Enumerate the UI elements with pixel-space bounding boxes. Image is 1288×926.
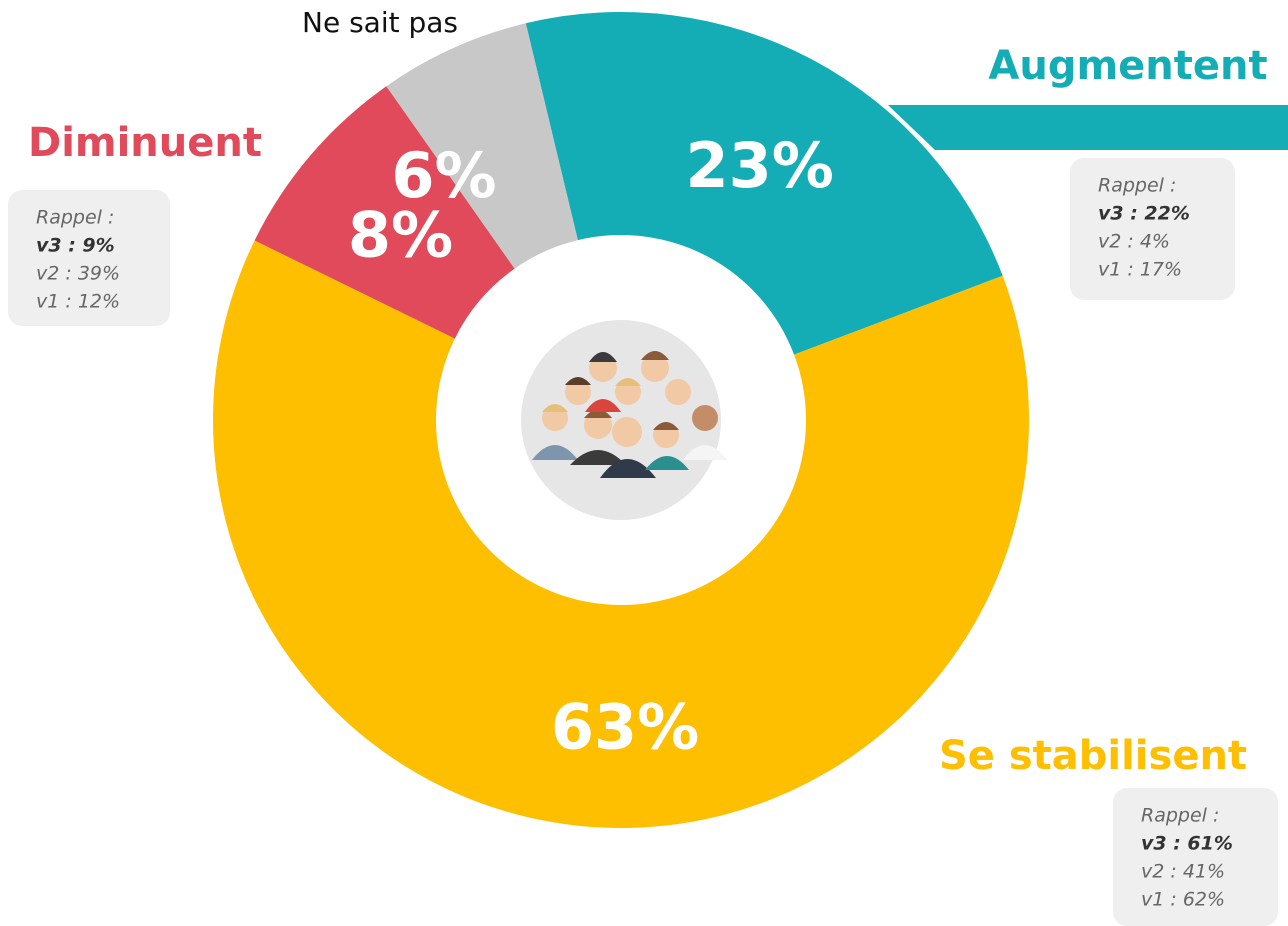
recall-line: v1 : 17% — [1098, 259, 1182, 281]
recall-line: v1 : 12% — [36, 291, 120, 313]
category-label: Ne sait pas — [302, 6, 458, 39]
recall-background — [1113, 788, 1278, 926]
labels: 23% Augmentent 63% Se stabilisent 8% Diminuen… — [8, 6, 1278, 926]
recall-box: Rappel : v3 : 61% v2 : 41% v1 : 62% — [1113, 788, 1278, 926]
callout-bar — [888, 105, 1288, 150]
category-label: Augmentent — [988, 43, 1267, 89]
slice — [254, 86, 515, 339]
center-icon — [521, 320, 727, 520]
slices — [212, 11, 1030, 828]
recall-title: Rappel : — [36, 207, 114, 229]
slice — [212, 240, 1030, 828]
slice — [525, 11, 1003, 355]
recall-line: v3 : 9% — [36, 235, 115, 257]
category-label: Se stabilisent — [939, 733, 1247, 779]
value-label: 8% — [348, 199, 453, 272]
slice — [386, 23, 578, 269]
recall-title: Rappel : — [1098, 175, 1176, 197]
recall-box: Rappel : v3 : 9% v2 : 39% v1 : 12% — [8, 190, 170, 326]
recall-line: v1 : 62% — [1141, 889, 1225, 911]
recall-line: v3 : 22% — [1098, 203, 1190, 225]
recall-line: v2 : 39% — [36, 263, 120, 285]
recall-line: v2 : 4% — [1098, 231, 1170, 253]
recall-title: Rappel : — [1141, 805, 1219, 827]
recall-line: v2 : 41% — [1141, 861, 1225, 883]
recall-background — [1070, 158, 1235, 300]
recall-line: v3 : 61% — [1141, 833, 1233, 855]
recall-background — [8, 190, 170, 326]
value-label: 6% — [391, 139, 496, 212]
value-label: 23% — [686, 129, 834, 202]
category-label: Diminuent — [28, 120, 262, 166]
recall-box: Rappel : v3 : 22% v2 : 4% v1 : 17% — [1070, 158, 1235, 300]
value-label: 63% — [551, 690, 699, 763]
